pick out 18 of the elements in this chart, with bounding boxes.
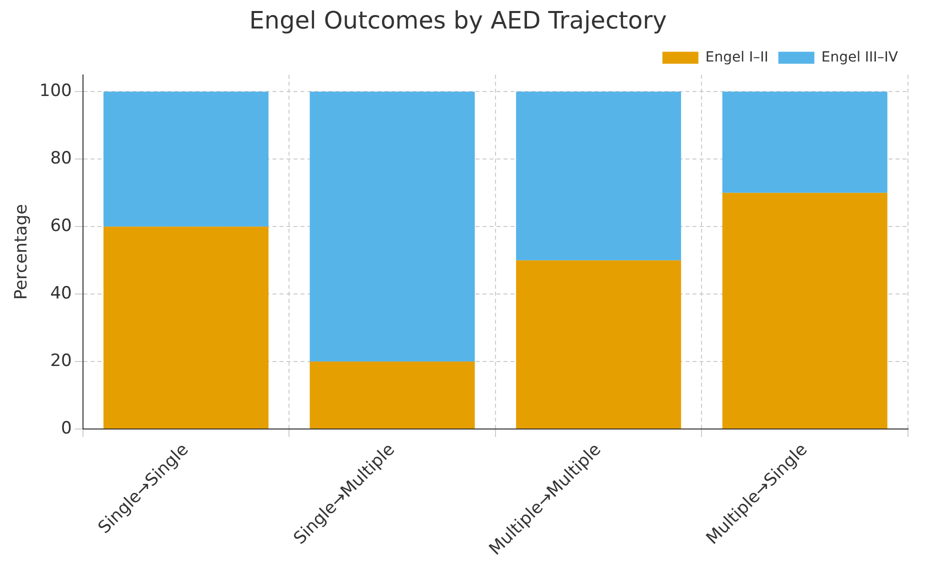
y-tick-label: 40 <box>50 283 72 304</box>
chart-title: Engel Outcomes by AED Trajectory <box>249 6 667 35</box>
y-axis-title: Percentage <box>12 204 32 300</box>
y-tick-label: 80 <box>50 148 72 169</box>
bar <box>722 192 888 429</box>
bar <box>310 362 475 429</box>
legend-label: Engel III–IV <box>821 49 898 66</box>
bar <box>310 92 475 362</box>
y-tick-label: 0 <box>61 418 72 438</box>
y-tick-label: 60 <box>50 216 72 236</box>
bar <box>103 226 269 429</box>
y-tick-label: 100 <box>39 81 72 102</box>
y-tick-label: 20 <box>50 350 72 371</box>
bar <box>722 92 888 193</box>
bar <box>103 92 269 227</box>
legend-label: Engel I–II <box>705 49 768 66</box>
bar <box>516 92 682 260</box>
bar <box>516 260 682 429</box>
